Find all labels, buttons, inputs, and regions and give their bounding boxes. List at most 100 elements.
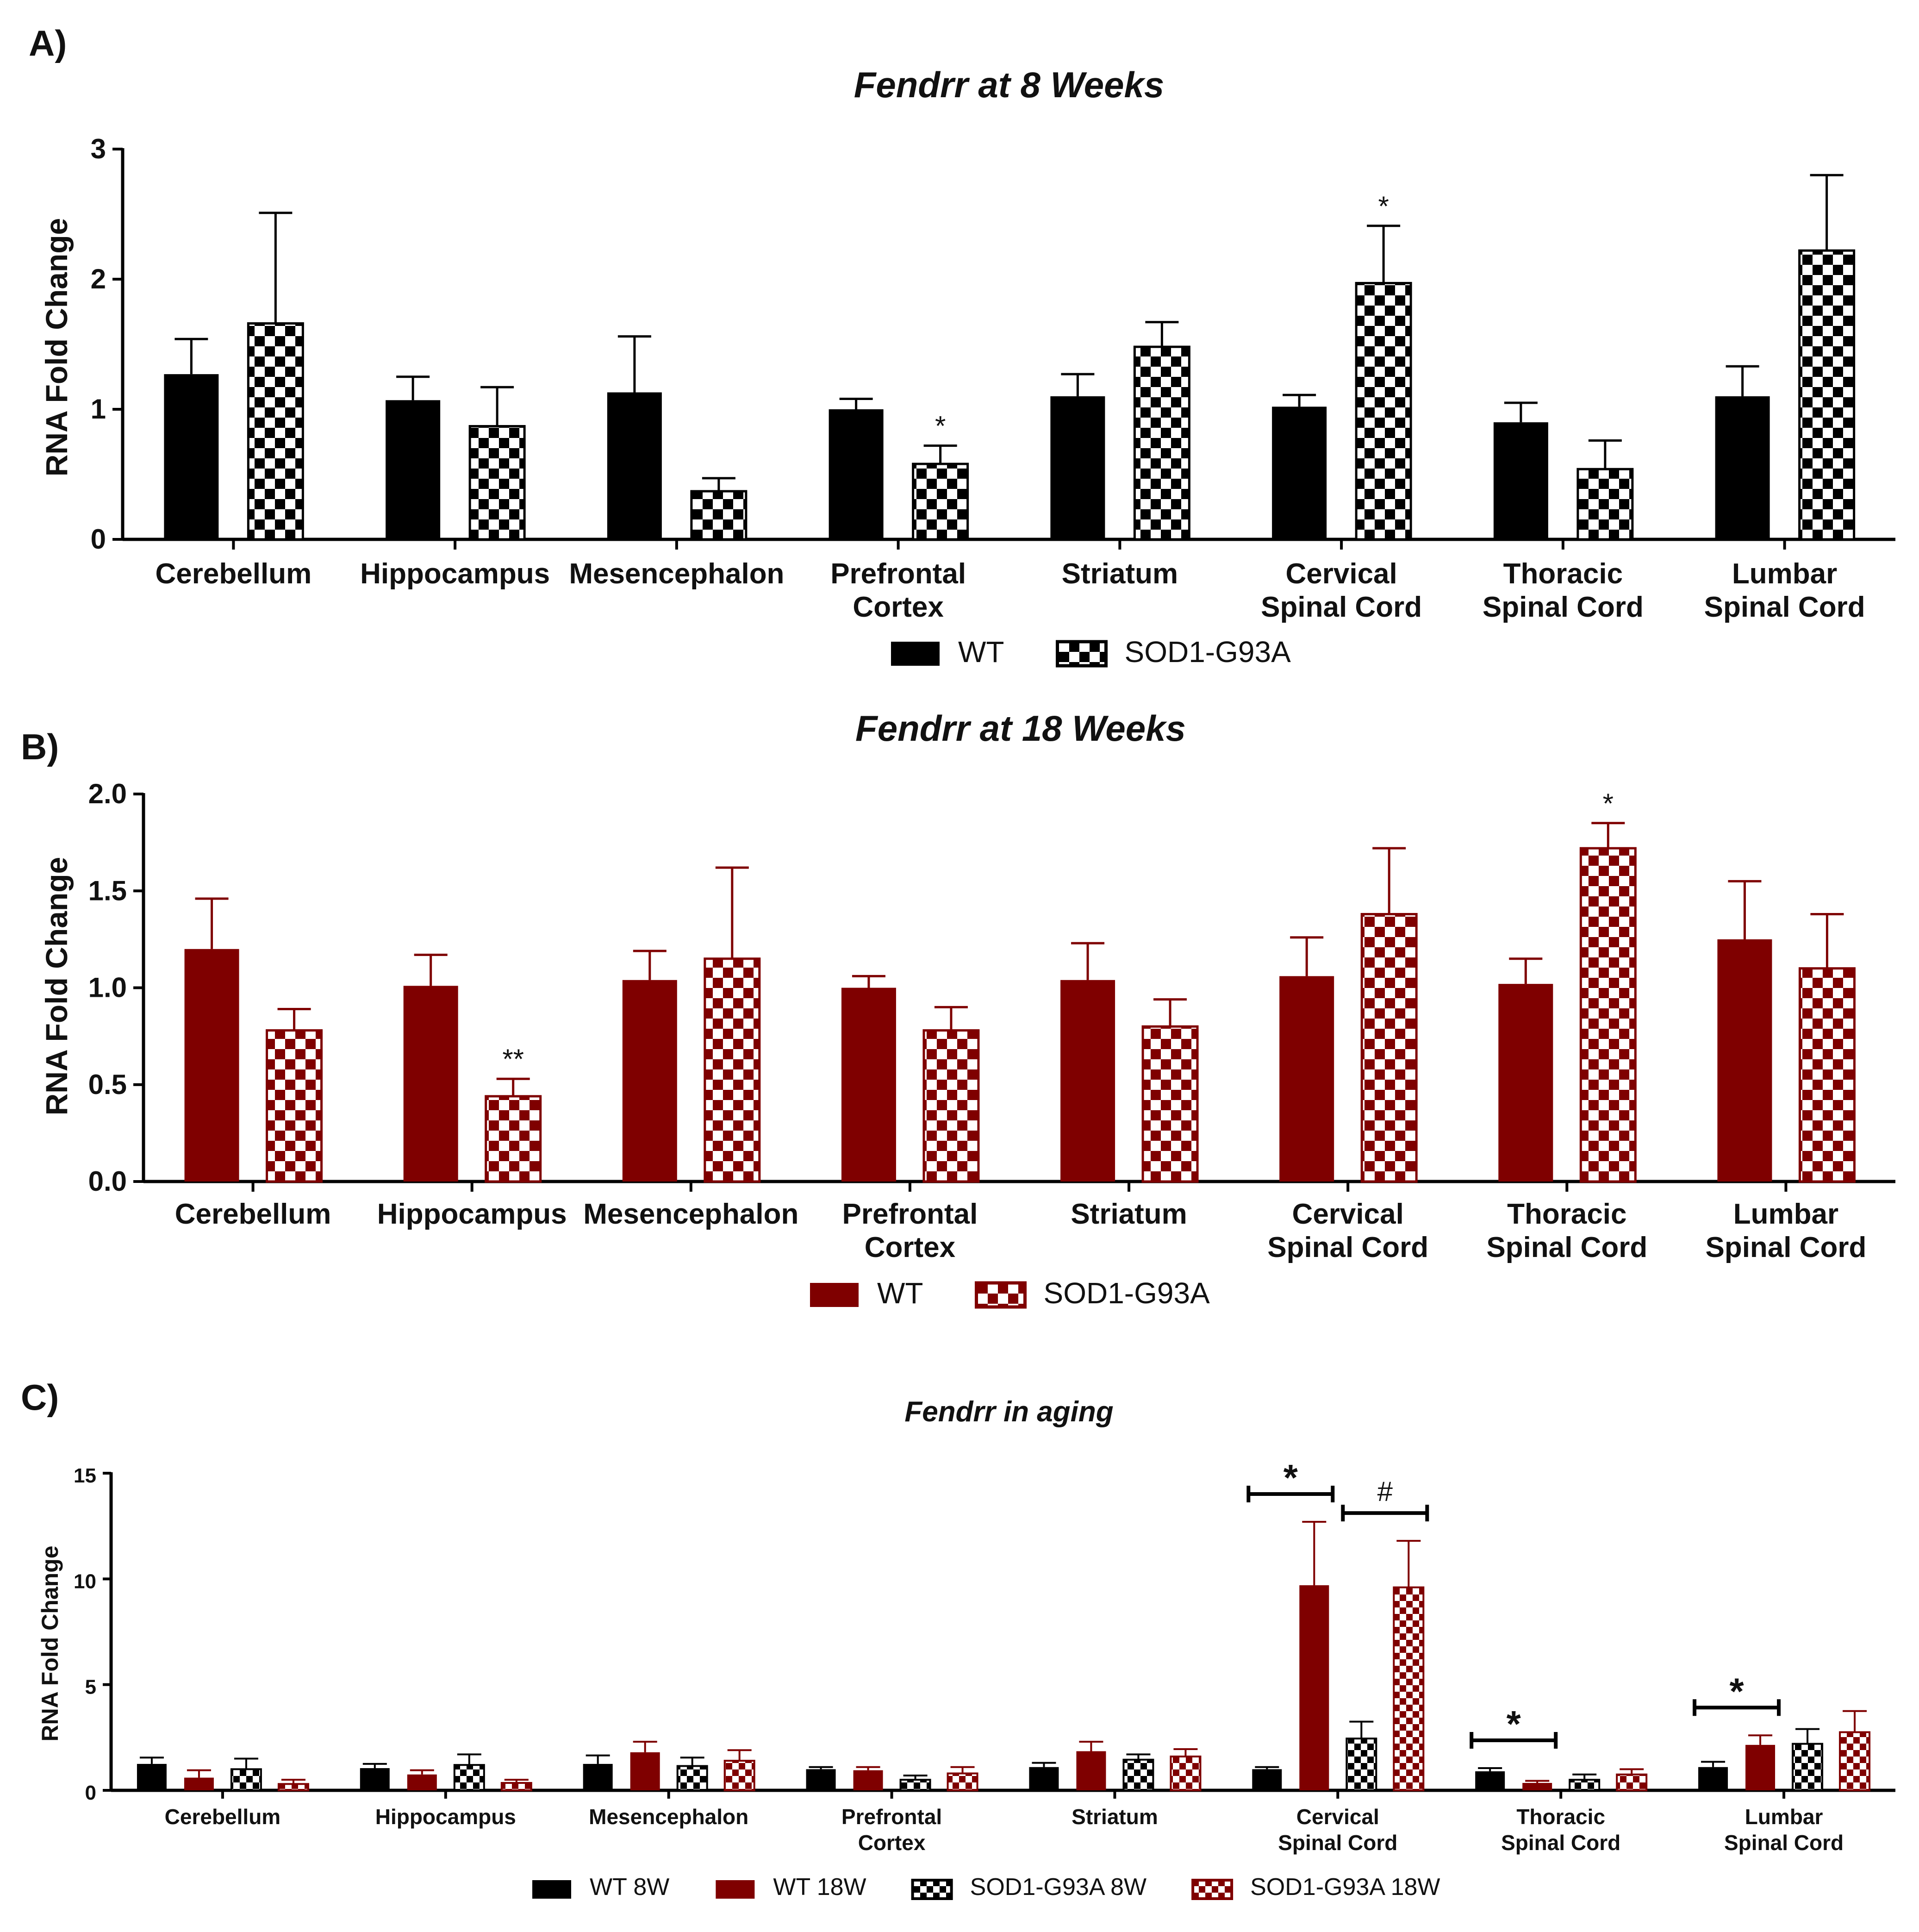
bar-sod1-g93a-18w-prefrontal-cortex — [947, 1772, 978, 1791]
bar-sod1-g93a-8w-lumbar-spinal-cord — [1792, 1743, 1824, 1792]
y-tick-label: 10 — [74, 1570, 96, 1593]
bar-sod1-g93a-prefrontal-cortex — [912, 463, 969, 541]
bar-sod1-g93a-striatum — [1141, 1025, 1199, 1183]
bar-wt-8w-lumbar-spinal-cord — [1698, 1767, 1728, 1790]
bar-wt-8w-mesencephalon — [583, 1763, 613, 1790]
bar-sod1-g93a-8w-striatum — [1122, 1758, 1154, 1792]
y-tick-label: 1.5 — [88, 875, 127, 906]
bar-sod1-g93a-prefrontal-cortex — [922, 1029, 980, 1183]
significance-marker: * — [1603, 788, 1614, 819]
x-tick-label-prefrontal-cortex: Prefrontal — [841, 1805, 942, 1829]
bar-sod1-g93a-18w-cervical-spinal-cord — [1393, 1586, 1425, 1792]
bar-wt-striatum — [1050, 396, 1105, 539]
bar-wt-8w-striatum — [1029, 1767, 1059, 1790]
x-tick-label-hippocampus: Hippocampus — [377, 1198, 567, 1230]
legend-label-sod1-g93a: SOD1-G93A — [1125, 635, 1291, 669]
bar-wt-prefrontal-cortex — [841, 988, 896, 1182]
legend-label-wt-18w: WT 18W — [773, 1874, 866, 1901]
bar-sod1-g93a-18w-lumbar-spinal-cord — [1839, 1731, 1871, 1792]
significance-marker: * — [1507, 1703, 1521, 1744]
y-tick-label: 1 — [91, 394, 106, 425]
bar-sod1-g93a-18w-striatum — [1170, 1755, 1202, 1792]
bar-sod1-g93a-18w-cerebellum — [277, 1783, 309, 1792]
bar-wt-cerebellum — [164, 374, 219, 539]
bar-wt-18w-thoracic-spinal-cord — [1522, 1783, 1552, 1790]
significance-marker: * — [1283, 1457, 1298, 1498]
x-tick-label-striatum: Striatum — [1072, 1805, 1158, 1829]
panel-c-y-axis-label: RNA Fold Change — [37, 1545, 63, 1741]
bar-wt-18w-striatum — [1076, 1751, 1106, 1790]
x-tick-label-cervical-spinal-cord: Spinal Cord — [1267, 1232, 1428, 1263]
bar-sod1-g93a-18w-thoracic-spinal-cord — [1616, 1773, 1648, 1791]
bar-sod1-g93a-18w-mesencephalon — [723, 1760, 755, 1791]
bar-wt-18w-lumbar-spinal-cord — [1745, 1744, 1776, 1790]
bar-wt-lumbar-spinal-cord — [1717, 939, 1772, 1182]
x-tick-label-lumbar-spinal-cord: Lumbar — [1745, 1805, 1823, 1829]
x-tick-label-thoracic-spinal-cord: Spinal Cord — [1483, 591, 1644, 623]
bar-sod1-g93a-thoracic-spinal-cord — [1579, 847, 1637, 1183]
bar-wt-hippocampus — [403, 986, 458, 1182]
panel-b-title: Fendrr at 18 Weeks — [855, 708, 1186, 749]
y-tick-label: 15 — [74, 1464, 96, 1487]
panel-b-plot: 0.0 0.5 1.0 1.5 2.0 Cerebellum Hippocampus Mese… — [88, 778, 1895, 1310]
bar-wt-18w-hippocampus — [407, 1774, 437, 1790]
legend-swatch-wt-18w — [716, 1880, 755, 1899]
x-tick-label-lumbar-spinal-cord: Lumbar — [1732, 558, 1837, 590]
significance-marker: ** — [502, 1044, 524, 1075]
bar-sod1-g93a-mesencephalon — [690, 490, 748, 541]
panel-a: A) Fendrr at 8 Weeks RNA Fold Change 0 1 2… — [29, 23, 1895, 669]
bar-wt-cerebellum — [184, 949, 239, 1182]
panel-a-letter: A) — [29, 23, 67, 63]
bar-sod1-g93a-8w-cerebellum — [230, 1768, 262, 1791]
bar-sod1-g93a-18w-hippocampus — [500, 1782, 532, 1791]
x-tick-label-lumbar-spinal-cord: Spinal Cord — [1704, 591, 1865, 623]
bar-sod1-g93a-cerebellum — [247, 322, 304, 541]
legend-label-wt-8w: WT 8W — [590, 1874, 669, 1901]
panel-b-y-axis-label: RNA Fold Change — [39, 857, 74, 1116]
legend-label-sod1-g93a-18w: SOD1-G93A 18W — [1250, 1874, 1440, 1901]
panel-c-plot: 0 5 10 15 Cerebellum Hippocampus Mesencephalon… — [74, 1457, 1895, 1901]
x-tick-label-cerebellum: Cerebellum — [165, 1805, 281, 1829]
bar-wt-lumbar-spinal-cord — [1715, 396, 1770, 539]
bar-wt-striatum — [1060, 980, 1115, 1182]
bar-wt-8w-prefrontal-cortex — [806, 1769, 836, 1790]
x-tick-label-cervical-spinal-cord: Cervical — [1296, 1805, 1379, 1829]
x-tick-label-cerebellum: Cerebellum — [175, 1198, 331, 1230]
x-tick-label-striatum: Striatum — [1071, 1198, 1187, 1230]
x-tick-label-prefrontal-cortex: Prefrontal — [842, 1198, 978, 1230]
x-tick-label-prefrontal-cortex: Cortex — [853, 591, 944, 623]
panel-b-letter: B) — [21, 726, 59, 767]
x-tick-label-cervical-spinal-cord: Cervical — [1285, 558, 1397, 590]
panel-c-title: Fendrr in aging — [904, 1396, 1113, 1428]
bar-wt-18w-cervical-spinal-cord — [1299, 1585, 1329, 1790]
x-tick-label-thoracic-spinal-cord: Thoracic — [1516, 1805, 1605, 1829]
panel-a-y-axis-label: RNA Fold Change — [39, 218, 74, 477]
x-tick-label-cerebellum: Cerebellum — [156, 558, 312, 590]
x-tick-label-hippocampus: Hippocampus — [360, 558, 550, 590]
bar-sod1-g93a-cervical-spinal-cord — [1355, 281, 1412, 541]
bar-wt-8w-cervical-spinal-cord — [1252, 1769, 1282, 1790]
bar-wt-cervical-spinal-cord — [1272, 406, 1327, 539]
legend-swatch-sod1-g93a-8w — [911, 1879, 953, 1900]
bar-sod1-g93a-8w-mesencephalon — [676, 1765, 708, 1792]
y-tick-label: 2.0 — [88, 778, 127, 809]
legend-label-sod1-g93a: SOD1-G93A — [1044, 1276, 1210, 1310]
bar-wt-thoracic-spinal-cord — [1493, 422, 1548, 539]
bar-sod1-g93a-cervical-spinal-cord — [1360, 913, 1418, 1183]
y-tick-label: 3 — [91, 133, 106, 164]
bar-wt-hippocampus — [386, 400, 441, 539]
x-tick-label-prefrontal-cortex: Cortex — [858, 1831, 926, 1855]
bar-sod1-g93a-8w-cervical-spinal-cord — [1346, 1738, 1377, 1792]
panel-a-title: Fendrr at 8 Weeks — [854, 64, 1165, 105]
significance-marker: # — [1377, 1476, 1393, 1507]
y-tick-label: 2 — [91, 263, 106, 294]
x-tick-label-striatum: Striatum — [1062, 558, 1178, 590]
bar-sod1-g93a-mesencephalon — [704, 957, 761, 1183]
bar-sod1-g93a-8w-hippocampus — [453, 1764, 485, 1791]
bar-sod1-g93a-8w-prefrontal-cortex — [899, 1779, 931, 1792]
legend-swatch-sod1-g93a-18w — [1191, 1879, 1234, 1900]
bar-wt-18w-mesencephalon — [630, 1752, 660, 1790]
bar-sod1-g93a-cerebellum — [266, 1029, 323, 1183]
bar-wt-8w-cerebellum — [137, 1763, 167, 1790]
